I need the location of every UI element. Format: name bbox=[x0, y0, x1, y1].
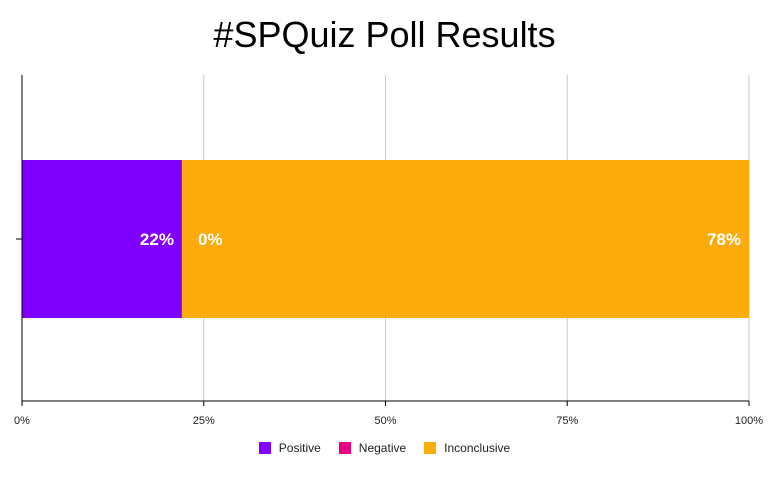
data-label-negative: 0% bbox=[198, 230, 223, 249]
data-label-inconclusive: 78% bbox=[707, 230, 741, 249]
bar-segment-positive bbox=[22, 160, 182, 318]
x-tick-label: 50% bbox=[374, 415, 396, 427]
x-tick-label: 0% bbox=[14, 415, 30, 427]
legend-label-inconclusive: Inconclusive bbox=[444, 441, 511, 455]
data-label-positive: 22% bbox=[140, 230, 174, 249]
chart-title: #SPQuiz Poll Results bbox=[213, 14, 556, 55]
legend-label-negative: Negative bbox=[358, 441, 407, 455]
legend-label-positive: Positive bbox=[278, 441, 321, 455]
legend: Positive Negative Inconclusive bbox=[0, 441, 769, 455]
legend-swatch-negative bbox=[338, 442, 351, 454]
legend-swatch-positive bbox=[258, 442, 271, 454]
legend-item-positive[interactable]: Positive bbox=[258, 441, 321, 455]
legend-item-negative[interactable]: Negative bbox=[338, 441, 407, 455]
bar-segment-inconclusive bbox=[181, 160, 749, 318]
legend-swatch-inconclusive bbox=[424, 442, 437, 454]
x-tick-label: 75% bbox=[556, 415, 578, 427]
legend-item-inconclusive[interactable]: Inconclusive bbox=[424, 441, 510, 455]
x-tick-label: 25% bbox=[193, 415, 215, 427]
x-tick-label: 100% bbox=[735, 415, 763, 427]
